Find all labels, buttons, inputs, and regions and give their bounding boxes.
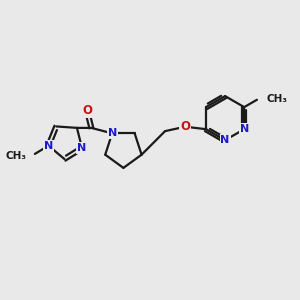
Text: CH₃: CH₃ [5,152,26,161]
Text: CH₃: CH₃ [266,94,287,103]
Text: O: O [82,104,92,117]
Text: N: N [44,141,53,151]
Text: O: O [180,120,190,133]
Text: N: N [77,143,87,153]
Text: N: N [220,135,230,145]
Text: N: N [108,128,117,138]
Text: N: N [240,124,249,134]
